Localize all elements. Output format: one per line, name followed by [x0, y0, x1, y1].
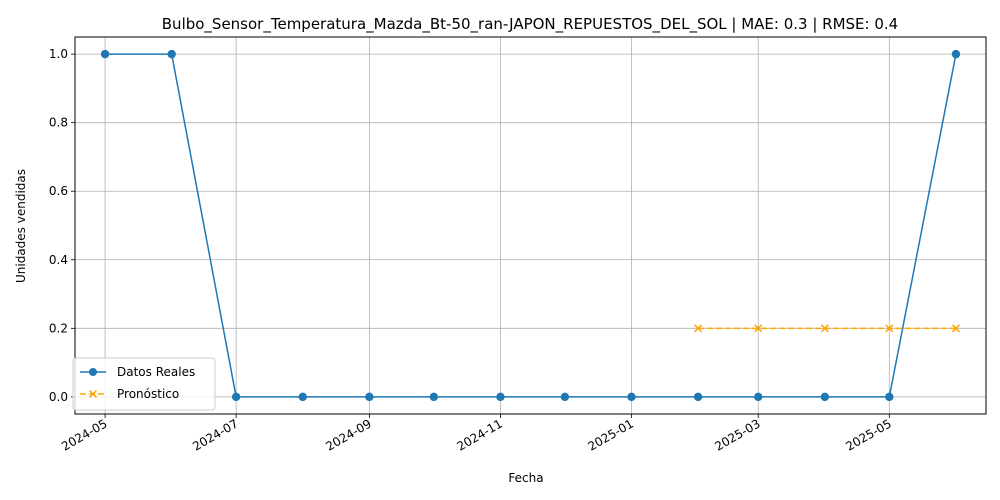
forecast-point	[820, 324, 829, 333]
data-point	[693, 392, 703, 402]
chart-title: Bulbo_Sensor_Temperatura_Mazda_Bt-50_ran…	[162, 15, 898, 34]
data-point	[100, 49, 110, 59]
data-point	[167, 49, 176, 59]
data-point	[885, 392, 894, 402]
forecast-point	[951, 324, 960, 333]
series-line-0	[105, 53, 957, 398]
data-point	[951, 49, 961, 59]
y-tick-label: 0.6	[49, 184, 68, 198]
data-point	[365, 392, 374, 402]
series-layer	[100, 49, 961, 402]
legend: Datos Reales Pronóstico	[72, 357, 216, 411]
y-tick-label: 0.2	[49, 321, 68, 335]
legend-label-actual: Datos Reales	[117, 365, 195, 379]
y-axis-label: Unidades vendidas	[14, 169, 28, 283]
data-point	[754, 392, 763, 402]
data-point	[298, 392, 307, 402]
y-tick-label: 1.0	[49, 47, 68, 61]
y-tick-label: 0.4	[49, 253, 68, 267]
data-point	[820, 392, 830, 402]
data-point	[560, 392, 570, 402]
forecast-point	[885, 324, 894, 333]
y-tick-label: 0.0	[49, 390, 68, 404]
x-axis-label: Fecha	[508, 471, 543, 485]
legend-label-forecast: Pronóstico	[117, 387, 179, 401]
forecast-point	[754, 324, 763, 333]
grid	[75, 37, 986, 414]
legend-marker-actual	[89, 368, 97, 376]
data-point	[627, 392, 636, 402]
legend-marker-forecast	[88, 389, 98, 399]
forecast-point	[694, 324, 703, 333]
data-point	[231, 392, 241, 402]
legend-box	[72, 357, 216, 411]
data-point	[429, 392, 439, 402]
data-point	[496, 392, 505, 402]
plot-frame	[74, 36, 987, 415]
y-tick-label: 0.8	[49, 116, 68, 130]
